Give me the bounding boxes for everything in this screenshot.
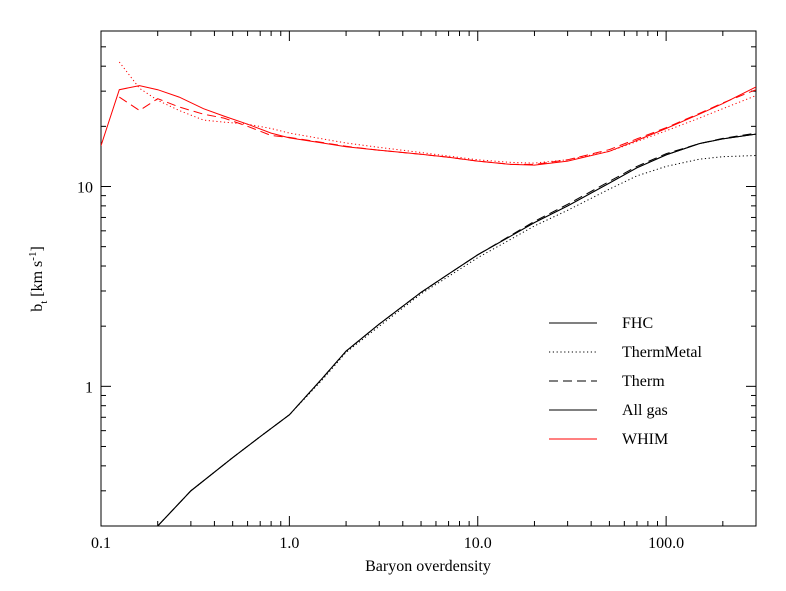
legend-label: FHC xyxy=(622,315,653,332)
series-line xyxy=(157,133,756,526)
y-tick-label: 10 xyxy=(77,179,93,196)
x-tick-label: 0.1 xyxy=(91,535,111,552)
legend-label: ThermMetal xyxy=(622,344,703,361)
legend: FHC ThermMetal Therm All gas WHIM xyxy=(549,315,703,448)
x-tick-label: 1.0 xyxy=(279,535,299,552)
x-tick-label: 10.0 xyxy=(464,535,492,552)
series-line xyxy=(157,133,756,526)
legend-label: Therm xyxy=(622,373,665,390)
y-label-end: ] xyxy=(29,246,46,251)
series-line xyxy=(101,85,756,166)
x-tick-label: 100.0 xyxy=(648,535,684,552)
y-tick-label: 1 xyxy=(85,379,93,396)
y-axis-label: bt [km s-1] xyxy=(27,246,50,312)
series-line xyxy=(157,132,756,526)
series-line xyxy=(157,155,756,526)
y-label-sub: t xyxy=(38,301,50,304)
y-label-sup: -1 xyxy=(27,252,39,261)
series-lines xyxy=(101,61,756,526)
plot-frame xyxy=(100,30,757,527)
y-label-rest: [km s xyxy=(29,261,46,301)
legend-label: WHIM xyxy=(622,431,668,448)
axis-ticks: 0.1 1.0 10.0 100.0 1 10 xyxy=(77,30,757,552)
y-label-main: b xyxy=(29,304,46,312)
series-line xyxy=(119,89,756,165)
x-axis-label: Baryon overdensity xyxy=(365,558,491,575)
legend-label: All gas xyxy=(622,402,668,419)
